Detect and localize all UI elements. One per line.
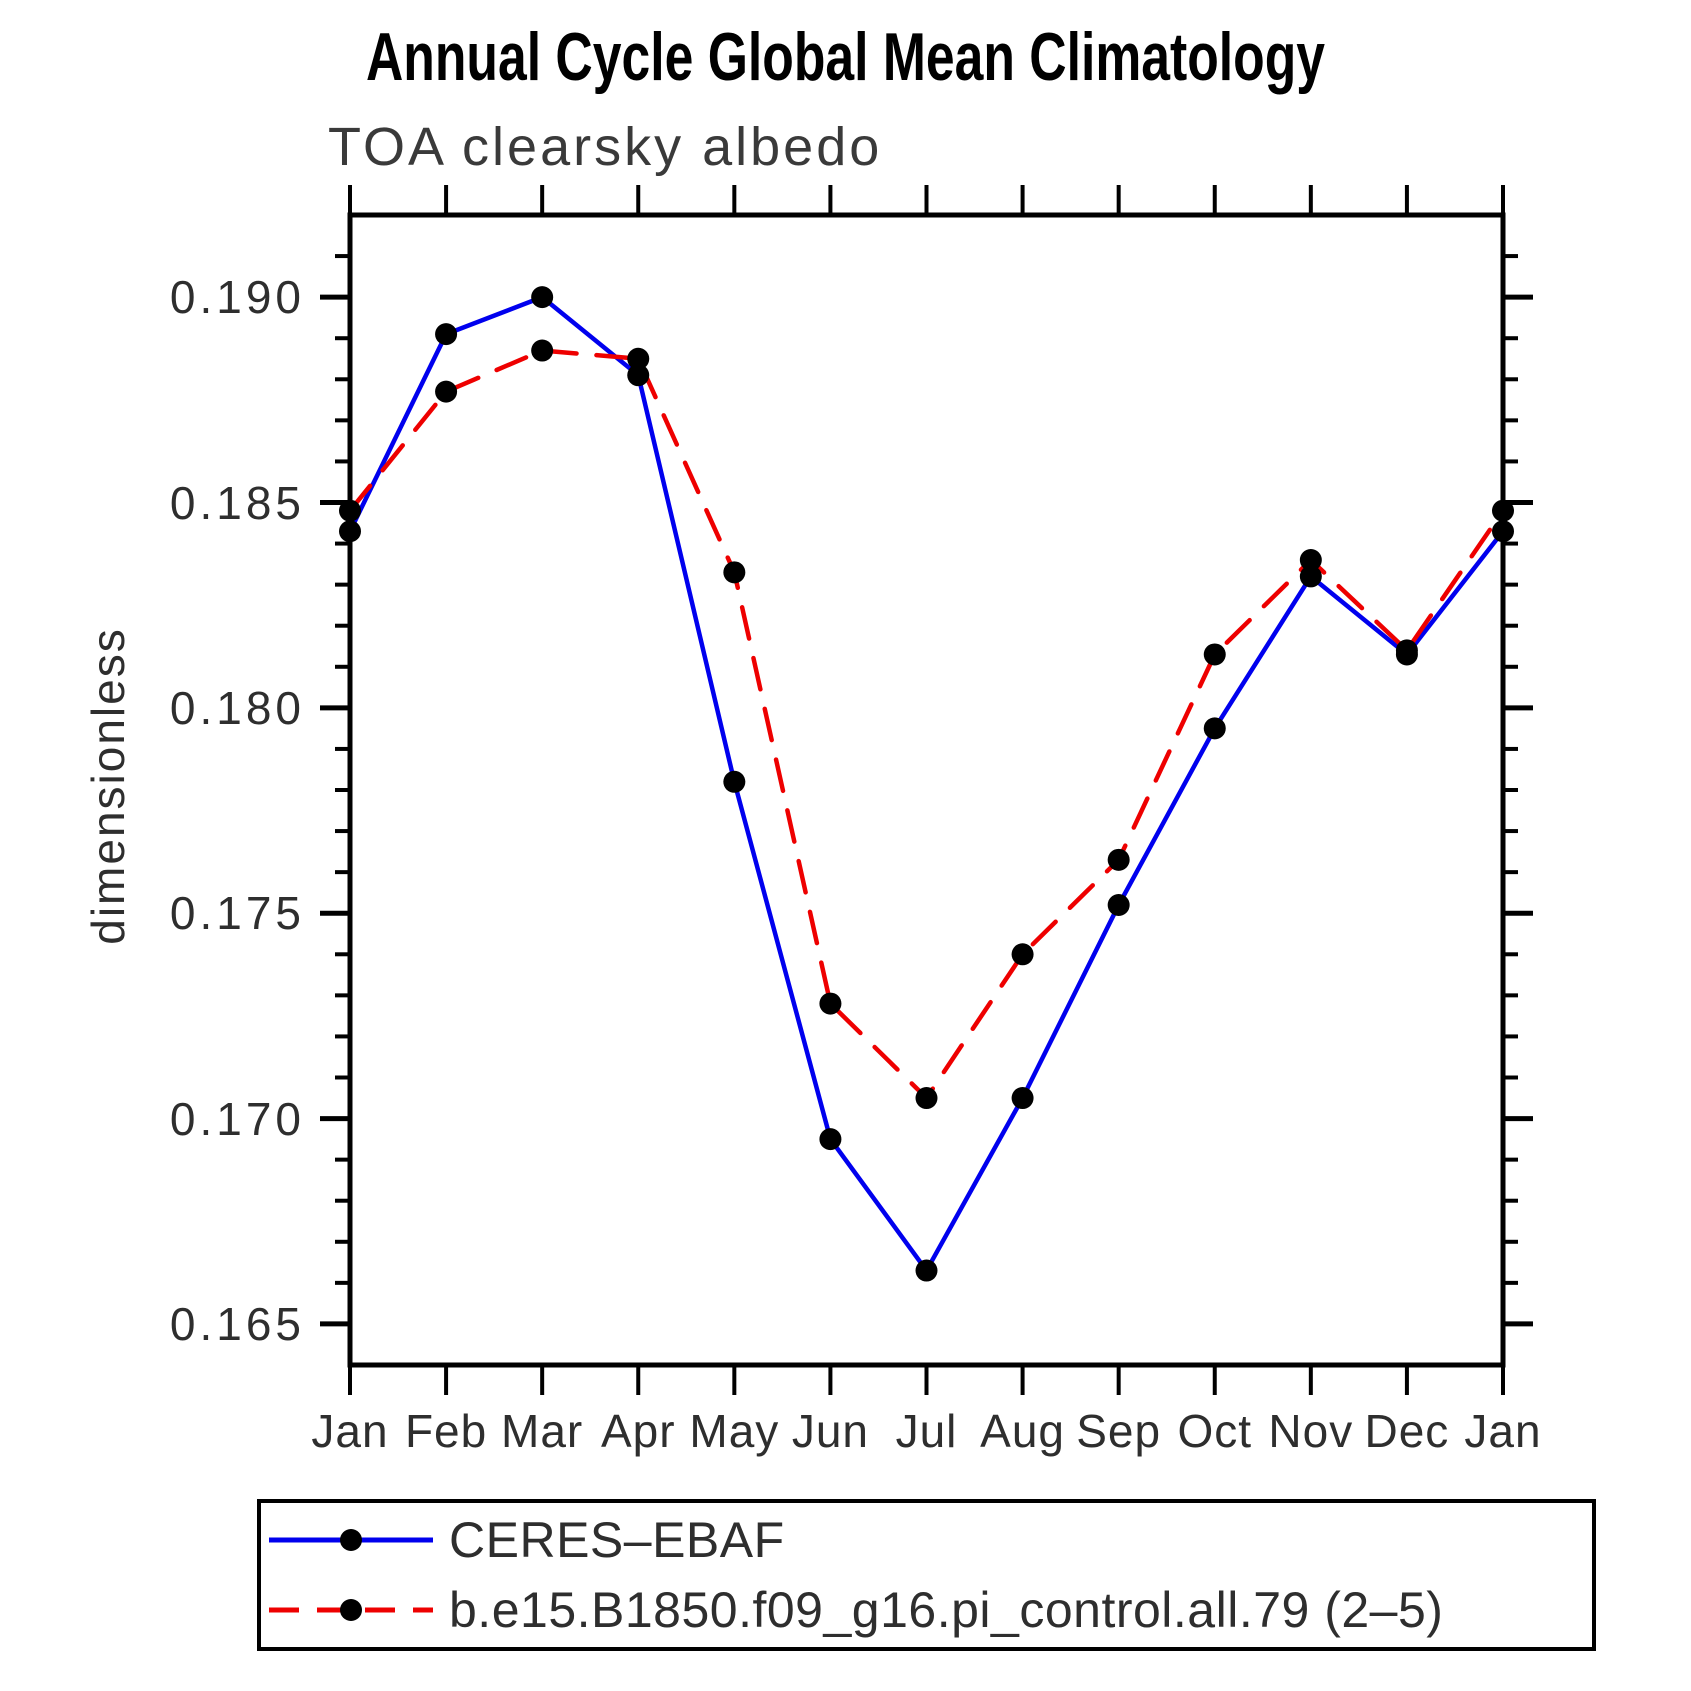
legend-dashed-line-sample <box>269 1599 433 1621</box>
data-point-marker <box>1492 520 1514 543</box>
data-point-marker <box>435 380 458 403</box>
y-tick-label: 0.165 <box>169 1297 305 1350</box>
data-point-marker <box>1492 499 1514 522</box>
data-point-marker <box>1011 1087 1034 1110</box>
data-point-marker <box>1395 639 1418 662</box>
y-tick-label: 0.175 <box>169 887 305 940</box>
data-point-marker <box>915 1087 938 1110</box>
data-point-marker <box>1011 943 1034 966</box>
y-tick-label: 0.170 <box>169 1092 305 1145</box>
legend-label: CERES–EBAF <box>449 1512 785 1568</box>
x-tick-label: Jul <box>895 1405 958 1457</box>
x-tick-label: Oct <box>1177 1405 1253 1457</box>
x-tick-label: Jun <box>791 1405 869 1457</box>
data-point-marker <box>915 1259 938 1282</box>
data-point-marker <box>531 339 554 362</box>
data-point-marker <box>1107 848 1130 871</box>
y-tick-label: 0.190 <box>169 271 305 324</box>
x-tick-label: Sep <box>1076 1405 1162 1457</box>
series-line-0 <box>347 294 1506 1273</box>
data-point-marker <box>627 347 650 370</box>
data-point-marker <box>819 992 842 1015</box>
data-point-marker <box>435 323 458 346</box>
legend-marker-icon <box>340 1529 362 1551</box>
data-point-marker <box>339 520 361 543</box>
legend: CERES–EBAF b.e15.B1850.f09_g16.pi_control… <box>257 1499 1596 1651</box>
plot-frame <box>347 212 1506 1368</box>
legend-solid-line-sample <box>269 1529 433 1551</box>
data-point-marker <box>1203 643 1226 666</box>
data-point-marker <box>1299 549 1322 571</box>
data-point-marker <box>819 1128 842 1151</box>
data-point-marker <box>1299 565 1322 588</box>
data-point-marker <box>531 286 554 309</box>
x-tick-label: Mar <box>501 1405 584 1457</box>
x-tick-label: Apr <box>600 1405 676 1457</box>
y-tick-label: 0.180 <box>169 681 305 734</box>
data-point-marker <box>723 770 746 793</box>
legend-label: b.e15.B1850.f09_g16.pi_control.all.79 (2… <box>449 1582 1444 1638</box>
legend-entry: CERES–EBAF <box>261 1505 1592 1575</box>
legend-marker-icon <box>340 1599 362 1621</box>
data-point-marker <box>627 364 650 387</box>
x-tick-label: May <box>689 1405 780 1457</box>
x-tick-label: Dec <box>1364 1405 1450 1457</box>
y-tick-label: 0.185 <box>169 476 305 529</box>
legend-entry: b.e15.B1850.f09_g16.pi_control.all.79 (2… <box>261 1575 1592 1645</box>
data-point-marker <box>1107 894 1130 916</box>
x-tick-label: Aug <box>980 1405 1065 1457</box>
data-point-marker <box>339 499 361 522</box>
series-line-1 <box>347 348 1506 1101</box>
x-tick-label: Jan <box>311 1405 389 1457</box>
page-title: Annual Cycle Global Mean Climatology <box>365 19 1326 95</box>
data-point-marker <box>723 561 746 584</box>
data-point-marker <box>1203 717 1226 740</box>
x-tick-label: Feb <box>404 1405 488 1457</box>
plot-subtitle: TOA clearsky albedo <box>328 117 883 177</box>
x-tick-label: Nov <box>1268 1405 1354 1457</box>
x-tick-label: Jan <box>1464 1405 1542 1457</box>
